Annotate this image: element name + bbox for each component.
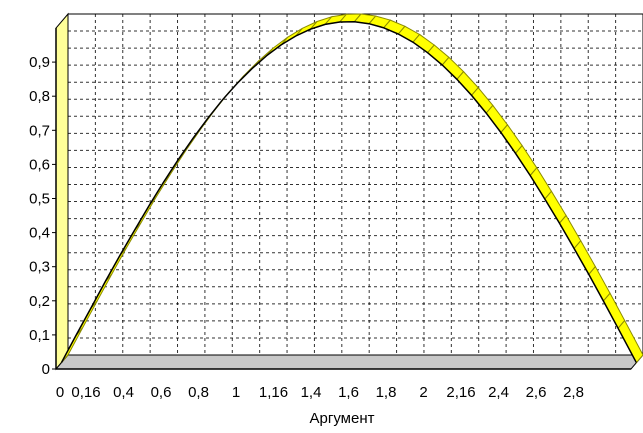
x-tick-labels: 0 0,16 0,4 0,6 0,8 1 1,16 1,4 1,6 1,8 2 2,16 2,4 2,6 2… [56,384,584,401]
x-tick-label: 0,4 [113,384,134,401]
x-tick-label: 0,8 [188,384,209,401]
y-tick-label: 0,4 [29,225,50,242]
chart-walls [54,12,643,371]
grid [68,14,643,355]
x-tick-label: 1,16 [259,384,288,401]
axes [52,28,631,370]
x-tick-label: 0 [56,384,64,401]
x-tick-label: 2,16 [446,384,475,401]
series-line [60,20,638,364]
series-area [60,13,643,364]
y-tick-label: 0,2 [29,293,50,310]
y-tick-label: 0,9 [29,54,50,71]
y-tick-label: 0,8 [29,88,50,105]
x-tick-label: 0,16 [71,384,100,401]
x-tick-label: 1,6 [338,384,359,401]
y-tick-labels: 0 0,1 0,2 0,3 0,4 0,5 0,6 0,7 0,8 0,9 [29,54,50,378]
x-tick-label: 1,8 [376,384,397,401]
y-tick-label: 0,5 [29,191,50,208]
y-tick-label: 0,3 [29,259,50,276]
y-tick-label: 0,7 [29,122,50,139]
x-tick-label: 2,6 [526,384,547,401]
x-tick-label: 2,8 [563,384,584,401]
x-tick-label: 1,4 [301,384,322,401]
y-tick-label: 0,6 [29,156,50,173]
y-tick-label: 0 [42,361,50,378]
floor [54,354,643,370]
y-tick-label: 0,1 [29,327,50,344]
x-axis-title: Аргумент [310,410,375,427]
left-wall [55,12,69,371]
x-tick-label: 0,6 [151,384,172,401]
x-tick-label: 1 [232,384,240,401]
x-tick-label: 2 [419,384,427,401]
x-tick-label: 2,4 [488,384,509,401]
